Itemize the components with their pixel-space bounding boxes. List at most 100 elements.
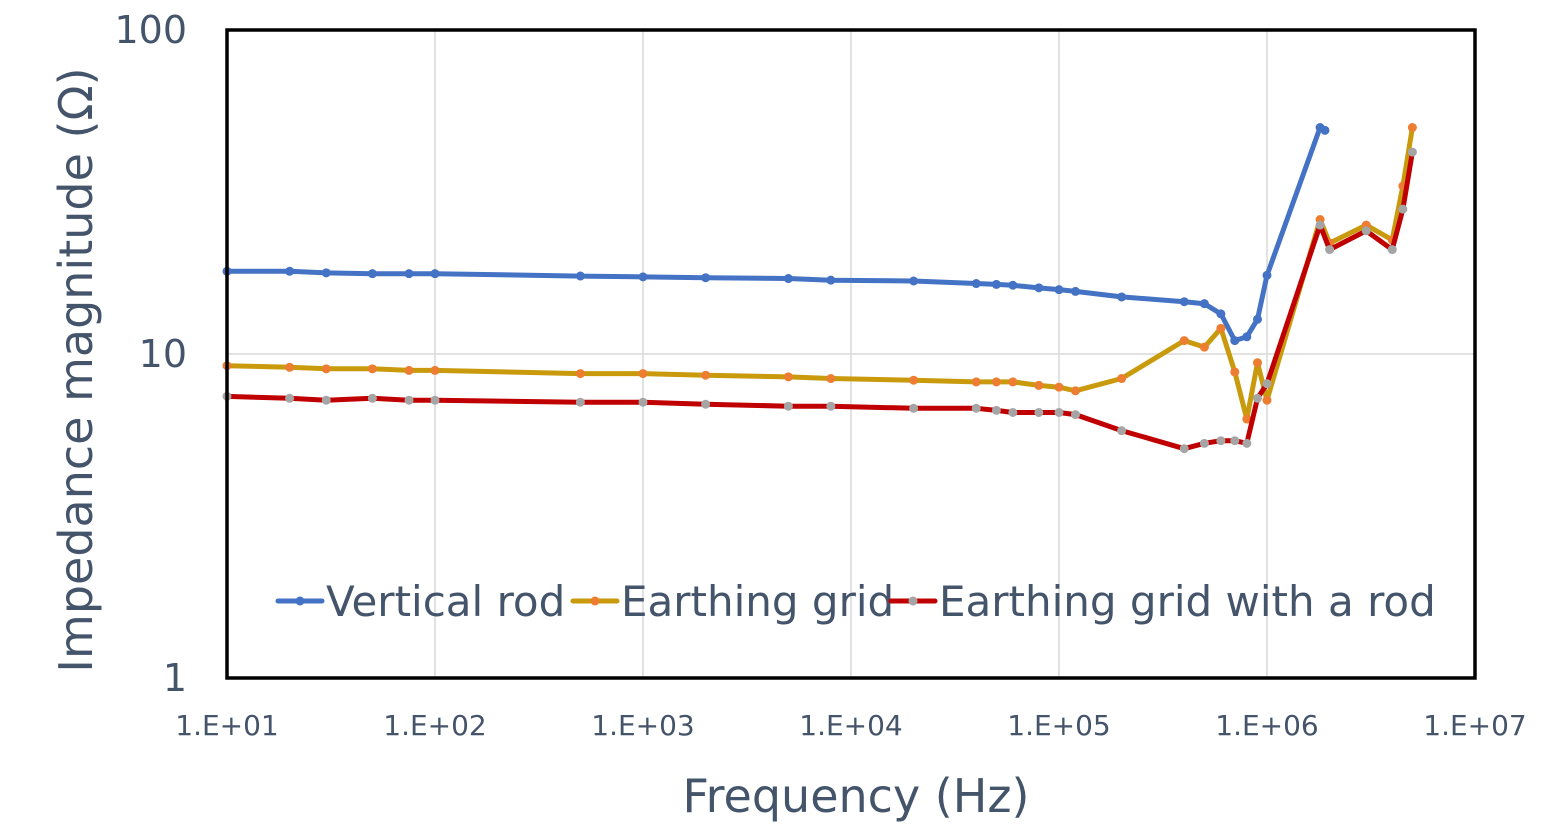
- data-point: [321, 395, 331, 405]
- data-point: [404, 269, 414, 279]
- data-point: [430, 395, 440, 405]
- y-axis-title: Impedance magnitude (Ω): [49, 67, 103, 672]
- data-point: [1216, 436, 1226, 446]
- data-point: [1054, 382, 1064, 392]
- x-tick-label: 1.E+01: [175, 709, 279, 742]
- data-point: [1070, 410, 1080, 420]
- data-point: [367, 269, 377, 279]
- data-point: [1117, 292, 1127, 302]
- data-point: [1242, 438, 1252, 448]
- data-point: [1199, 299, 1209, 309]
- data-point: [991, 377, 1001, 387]
- data-point: [1179, 297, 1189, 307]
- data-point: [1262, 379, 1272, 389]
- legend-swatch-marker: [295, 596, 305, 606]
- legend: Vertical rod Earthing grid Earthing grid w…: [275, 577, 1436, 626]
- x-axis-title: Frequency (Hz): [683, 769, 1030, 823]
- plot-area-frame: [225, 28, 1477, 680]
- x-tick-label: 1.E+02: [383, 709, 487, 742]
- data-point: [1262, 270, 1272, 280]
- data-point: [1117, 426, 1127, 436]
- data-point: [1216, 309, 1226, 319]
- x-tick-labels: 1.E+01 1.E+02 1.E+03 1.E+04 1.E+05 1.E+06 1.E+…: [175, 709, 1527, 742]
- data-point: [1034, 407, 1044, 417]
- x-tick-label: 1.E+07: [1423, 709, 1527, 742]
- data-point: [1179, 336, 1189, 346]
- data-point: [1252, 393, 1262, 403]
- data-point: [1407, 147, 1417, 157]
- data-point: [404, 365, 414, 375]
- data-point: [285, 362, 295, 372]
- data-point: [321, 268, 331, 278]
- data-point: [1398, 204, 1408, 214]
- data-point: [1387, 245, 1397, 255]
- data-point: [701, 399, 711, 409]
- data-point: [404, 395, 414, 405]
- data-point: [909, 276, 919, 286]
- data-point: [1034, 380, 1044, 390]
- data-point: [1242, 332, 1252, 342]
- data-point: [991, 405, 1001, 415]
- data-point: [1230, 336, 1240, 346]
- data-point: [1008, 407, 1018, 417]
- data-point: [1054, 285, 1064, 295]
- data-point: [971, 403, 981, 413]
- data-point: [1179, 444, 1189, 454]
- data-point: [1199, 438, 1209, 448]
- data-point: [367, 364, 377, 374]
- data-point: [1262, 395, 1272, 405]
- data-point: [575, 397, 585, 407]
- data-point: [909, 375, 919, 385]
- series-line: [224, 125, 1328, 344]
- data-point: [971, 377, 981, 387]
- data-point: [701, 273, 711, 283]
- series-layer: [222, 123, 1417, 454]
- data-point: [1117, 374, 1127, 384]
- data-point: [701, 370, 711, 380]
- data-point: [1070, 286, 1080, 296]
- legend-label: Earthing grid with a rod: [939, 577, 1436, 626]
- data-point: [1230, 436, 1240, 446]
- data-point: [1252, 358, 1262, 368]
- data-point: [909, 403, 919, 413]
- legend-swatch-marker: [908, 596, 918, 606]
- y-tick-labels: 1 10 100: [114, 8, 187, 700]
- data-point: [638, 369, 648, 379]
- data-point: [1054, 407, 1064, 417]
- data-point: [638, 397, 648, 407]
- legend-entry: Earthing grid: [570, 577, 894, 626]
- data-point: [1320, 125, 1330, 135]
- data-point: [1242, 414, 1252, 424]
- data-point: [1008, 280, 1018, 290]
- x-tick-label: 1.E+03: [591, 709, 695, 742]
- data-point: [1407, 123, 1417, 133]
- data-point: [285, 393, 295, 403]
- legend-label: Earthing grid: [621, 577, 894, 626]
- data-point: [321, 364, 331, 374]
- x-tick-label: 1.E+05: [1007, 709, 1111, 742]
- data-point: [1361, 226, 1371, 236]
- data-point: [971, 279, 981, 289]
- data-point: [1216, 323, 1226, 333]
- data-point: [826, 275, 836, 285]
- data-point: [1070, 386, 1080, 396]
- y-tick-label: 100: [114, 8, 187, 52]
- data-point: [826, 401, 836, 411]
- data-point: [1325, 245, 1335, 255]
- data-point: [991, 279, 1001, 289]
- legend-entry: Vertical rod: [275, 577, 565, 626]
- data-point: [783, 401, 793, 411]
- data-point: [1034, 283, 1044, 293]
- data-point: [430, 365, 440, 375]
- y-tick-label: 1: [163, 656, 187, 700]
- data-point: [367, 393, 377, 403]
- data-point: [783, 372, 793, 382]
- x-tick-label: 1.E+04: [799, 709, 903, 742]
- data-point: [285, 266, 295, 276]
- data-point: [826, 374, 836, 384]
- data-point: [1199, 342, 1209, 352]
- legend-label: Vertical rod: [326, 577, 565, 626]
- data-point: [1008, 377, 1018, 387]
- data-point: [1252, 314, 1262, 324]
